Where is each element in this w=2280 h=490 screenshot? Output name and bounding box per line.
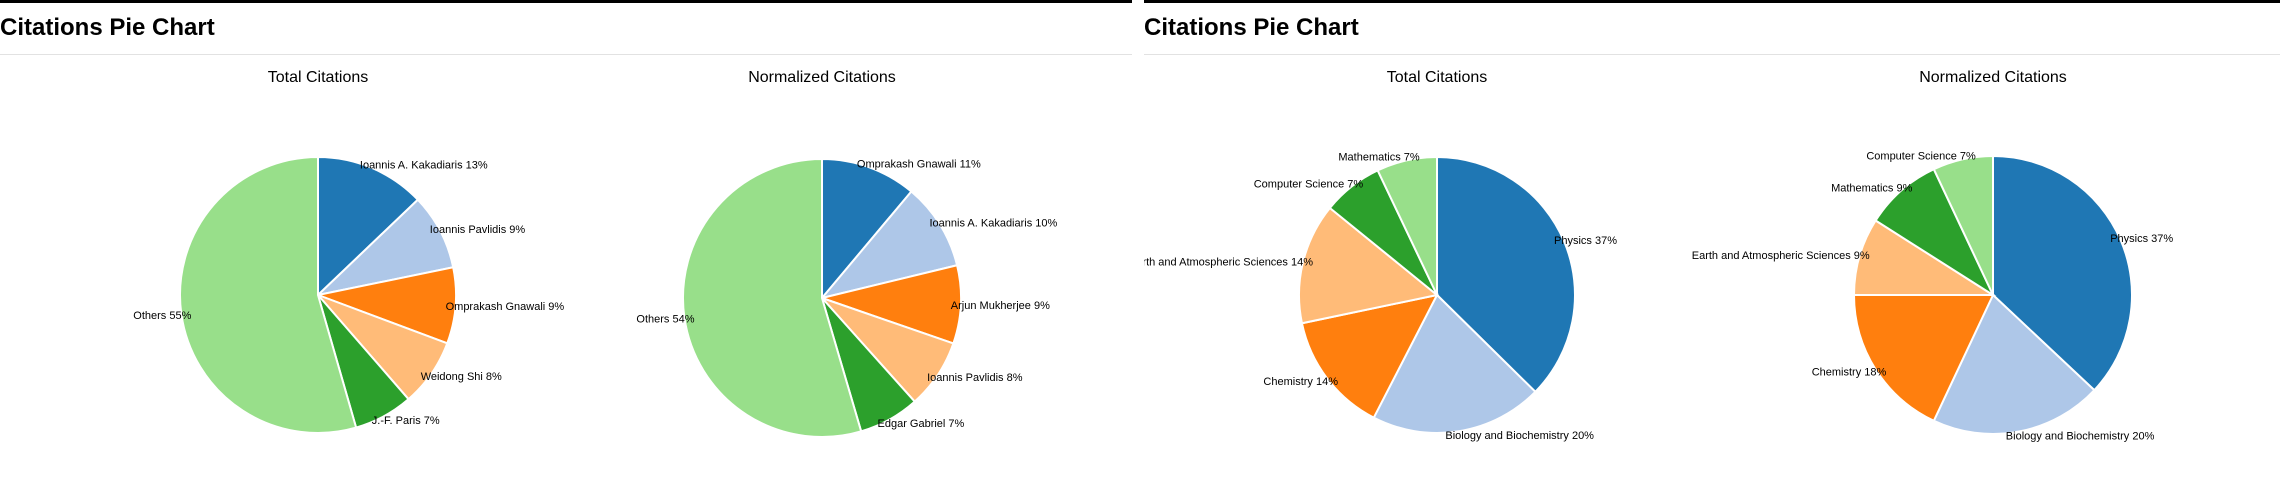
pie-slice	[1932, 293, 2096, 435]
pie-slice-label: Ioannis A. Kakadiaris 13%	[360, 160, 488, 172]
pie-chart-2: Normalized Citations Omprakash Gnawali 11…	[636, 69, 1058, 438]
pie-slice-label: Weidong Shi 8%	[421, 371, 502, 383]
pie-slice	[682, 157, 863, 438]
pie-slice-label: Omprakash Gnawali 9%	[446, 301, 565, 313]
pie-slice-label: Computer Science 7%	[1866, 150, 1976, 162]
pie-slice-label: Physics 37%	[2110, 233, 2173, 245]
pie-slice-label: Arjun Mukherjee 9%	[951, 300, 1050, 312]
pie-slice	[1300, 293, 1439, 420]
pie-slice	[1874, 167, 1996, 298]
pie-slice	[821, 157, 913, 301]
pie-chart-4: Normalized Citations Physics 37% Biology a…	[1692, 69, 2174, 443]
pie-slice	[818, 264, 962, 345]
pie-slice-label: Earth and Atmospheric Sciences 9%	[1692, 250, 1870, 262]
pie-slice-label: Ioannis Pavlidis 8%	[927, 372, 1023, 384]
right-panel: Citations Pie Chart Total Citations Physi…	[1144, 0, 2280, 487]
pie-chart-title: Total Citations	[268, 69, 369, 86]
pie-slice-label: Others 55%	[133, 310, 191, 322]
pie-slice	[1298, 206, 1440, 325]
pie-chart-1: Total Citations Ioannis A. Kakadiaris 13%…	[133, 69, 565, 434]
pie-slice	[1376, 155, 1438, 296]
pie-slice-label: Physics 37%	[1554, 235, 1617, 247]
left-panel-header: Citations Pie Chart	[0, 3, 1132, 55]
pie-chart-title: Normalized Citations	[1919, 69, 2067, 86]
pie-slice-label: Ioannis A. Kakadiaris 10%	[930, 218, 1058, 230]
pie-slice	[1852, 294, 1995, 423]
pie-slice-label: Biology and Biochemistry 20%	[1445, 430, 1594, 442]
pie-chart-title: Normalized Citations	[748, 69, 896, 86]
pie-slice	[1932, 154, 1994, 296]
pie-slice	[1852, 219, 1997, 296]
pie-slice-label: Computer Science 7%	[1254, 178, 1364, 190]
pie-slice-label: J.-F. Paris 7%	[372, 415, 440, 427]
pie-slice	[819, 190, 959, 300]
pie-slice	[1992, 154, 2133, 392]
pie-slice	[179, 155, 358, 434]
left-panel-title: Citations Pie Chart	[0, 14, 215, 41]
pie-slice-label: Chemistry 18%	[1812, 367, 1887, 379]
pie-chart-3: Total Citations Physics 37% Biology and Bi…	[1144, 69, 1617, 442]
right-panel-header: Citations Pie Chart	[1144, 3, 2280, 55]
pie-slice-label: Ioannis Pavlidis 9%	[430, 224, 526, 236]
left-panel: Citations Pie Chart Total Citations Ioann…	[0, 0, 1132, 487]
pie-slice-label: Earth and Atmospheric Sciences 14%	[1144, 257, 1313, 269]
pie-slice-label: Edgar Gabriel 7%	[878, 418, 965, 430]
pie-slice-label: Mathematics 7%	[1338, 152, 1420, 164]
right-pie-charts: Total Citations Physics 37% Biology and Bi…	[1144, 69, 2174, 443]
pie-slice-label: Chemistry 14%	[1263, 376, 1338, 388]
pie-slice-label: Biology and Biochemistry 20%	[2006, 431, 2155, 443]
pie-slice	[1372, 293, 1537, 434]
right-panel-title: Citations Pie Chart	[1144, 14, 1359, 41]
left-pie-charts: Total Citations Ioannis A. Kakadiaris 13%…	[133, 69, 1058, 438]
pie-chart-title: Total Citations	[1387, 69, 1488, 86]
pie-slice	[317, 155, 420, 298]
pie-slice-label: Omprakash Gnawali 11%	[857, 159, 981, 171]
pie-slice	[1436, 155, 1576, 394]
pie-slice-label: Mathematics 9%	[1831, 183, 1913, 195]
pie-slice-label: Others 54%	[636, 313, 694, 325]
